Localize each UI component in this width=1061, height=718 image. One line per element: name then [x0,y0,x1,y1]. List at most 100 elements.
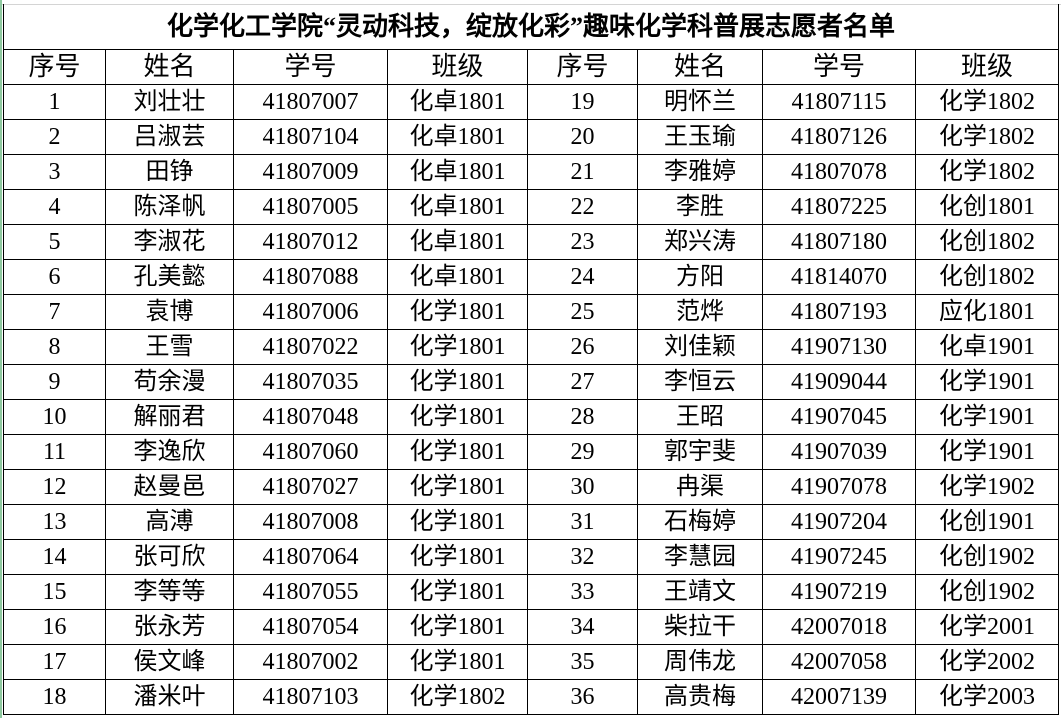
cell-name[interactable]: 方阳 [637,259,763,295]
cell-class[interactable]: 化学1802 [915,119,1059,155]
cell-name[interactable]: 王玉瑜 [637,119,763,155]
cell-student-id[interactable]: 41807006 [233,294,388,330]
cell-index[interactable]: 27 [527,364,638,400]
cell-index[interactable]: 12 [3,469,106,505]
cell-class[interactable]: 化学1802 [915,84,1059,120]
cell-class[interactable]: 化学1801 [387,539,528,575]
cell-class[interactable]: 化创1901 [915,504,1059,540]
sheet-title[interactable]: 化学化工学院“灵动科技，绽放化彩”趣味化学科普展志愿者名单 [3,4,1059,50]
cell-class[interactable]: 化创1801 [915,189,1059,225]
cell-index[interactable]: 28 [527,399,638,435]
cell-name[interactable]: 周伟龙 [637,644,763,680]
cell-index[interactable]: 15 [3,574,106,610]
cell-class[interactable]: 化创1802 [915,259,1059,295]
cell-student-id[interactable]: 41807035 [233,364,388,400]
cell-name[interactable]: 郭宇斐 [637,434,763,470]
cell-class[interactable]: 化卓1801 [387,189,528,225]
header-name[interactable]: 姓名 [637,49,763,85]
cell-index[interactable]: 1 [3,84,106,120]
cell-index[interactable]: 18 [3,679,106,715]
cell-class[interactable]: 化学1902 [915,469,1059,505]
cell-name[interactable]: 侯文峰 [105,644,234,680]
cell-class[interactable]: 化创1902 [915,539,1059,575]
cell-student-id[interactable]: 41814070 [762,259,916,295]
cell-name[interactable]: 解丽君 [105,399,234,435]
cell-class[interactable]: 化创1902 [915,574,1059,610]
cell-class[interactable]: 化学2003 [915,679,1059,715]
cell-student-id[interactable]: 41807002 [233,644,388,680]
cell-student-id[interactable]: 41807027 [233,469,388,505]
cell-class[interactable]: 化卓1801 [387,224,528,260]
cell-class[interactable]: 化学1801 [387,399,528,435]
cell-name[interactable]: 李恒云 [637,364,763,400]
cell-student-id[interactable]: 41807008 [233,504,388,540]
cell-student-id[interactable]: 42007018 [762,609,916,645]
cell-index[interactable]: 11 [3,434,106,470]
cell-student-id[interactable]: 41807180 [762,224,916,260]
cell-name[interactable]: 石梅婷 [637,504,763,540]
cell-index[interactable]: 6 [3,259,106,295]
cell-class[interactable]: 化学1801 [387,574,528,610]
header-student-id[interactable]: 学号 [233,49,388,85]
cell-index[interactable]: 34 [527,609,638,645]
cell-student-id[interactable]: 41907078 [762,469,916,505]
cell-name[interactable]: 王雪 [105,329,234,365]
cell-student-id[interactable]: 41807126 [762,119,916,155]
cell-name[interactable]: 田铮 [105,154,234,190]
cell-class[interactable]: 化学1801 [387,644,528,680]
cell-class[interactable]: 化学1802 [915,154,1059,190]
cell-class[interactable]: 化卓1901 [915,329,1059,365]
cell-name[interactable]: 张可欣 [105,539,234,575]
cell-class[interactable]: 化学1802 [387,679,528,715]
cell-name[interactable]: 袁博 [105,294,234,330]
cell-class[interactable]: 化学2002 [915,644,1059,680]
cell-index[interactable]: 30 [527,469,638,505]
cell-name[interactable]: 张永芳 [105,609,234,645]
cell-index[interactable]: 2 [3,119,106,155]
cell-index[interactable]: 8 [3,329,106,365]
cell-class[interactable]: 应化1801 [915,294,1059,330]
cell-student-id[interactable]: 41807060 [233,434,388,470]
cell-name[interactable]: 李雅婷 [637,154,763,190]
cell-name[interactable]: 陈泽帆 [105,189,234,225]
cell-class[interactable]: 化卓1801 [387,119,528,155]
cell-index[interactable]: 19 [527,84,638,120]
cell-index[interactable]: 7 [3,294,106,330]
cell-class[interactable]: 化学1801 [387,329,528,365]
cell-student-id[interactable]: 41807048 [233,399,388,435]
cell-name[interactable]: 范烨 [637,294,763,330]
cell-name[interactable]: 李慧园 [637,539,763,575]
cell-name[interactable]: 吕淑芸 [105,119,234,155]
cell-index[interactable]: 16 [3,609,106,645]
cell-student-id[interactable]: 41807012 [233,224,388,260]
cell-name[interactable]: 王昭 [637,399,763,435]
cell-student-id[interactable]: 41807115 [762,84,916,120]
cell-name[interactable]: 刘壮壮 [105,84,234,120]
cell-student-id[interactable]: 41907045 [762,399,916,435]
cell-student-id[interactable]: 41807007 [233,84,388,120]
cell-student-id[interactable]: 41807193 [762,294,916,330]
cell-name[interactable]: 冉渠 [637,469,763,505]
cell-student-id[interactable]: 41907204 [762,504,916,540]
cell-index[interactable]: 29 [527,434,638,470]
cell-student-id[interactable]: 41807009 [233,154,388,190]
cell-name[interactable]: 明怀兰 [637,84,763,120]
cell-student-id[interactable]: 41807064 [233,539,388,575]
cell-name[interactable]: 孔美懿 [105,259,234,295]
cell-class[interactable]: 化创1802 [915,224,1059,260]
cell-class[interactable]: 化学1901 [915,434,1059,470]
cell-name[interactable]: 李逸欣 [105,434,234,470]
cell-student-id[interactable]: 41907245 [762,539,916,575]
cell-student-id[interactable]: 41907219 [762,574,916,610]
cell-index[interactable]: 17 [3,644,106,680]
cell-class[interactable]: 化卓1801 [387,259,528,295]
cell-index[interactable]: 14 [3,539,106,575]
cell-name[interactable]: 李等等 [105,574,234,610]
cell-index[interactable]: 13 [3,504,106,540]
cell-name[interactable]: 苟余漫 [105,364,234,400]
cell-student-id[interactable]: 41807022 [233,329,388,365]
cell-index[interactable]: 5 [3,224,106,260]
cell-index[interactable]: 32 [527,539,638,575]
cell-student-id[interactable]: 42007058 [762,644,916,680]
cell-class[interactable]: 化学1801 [387,609,528,645]
